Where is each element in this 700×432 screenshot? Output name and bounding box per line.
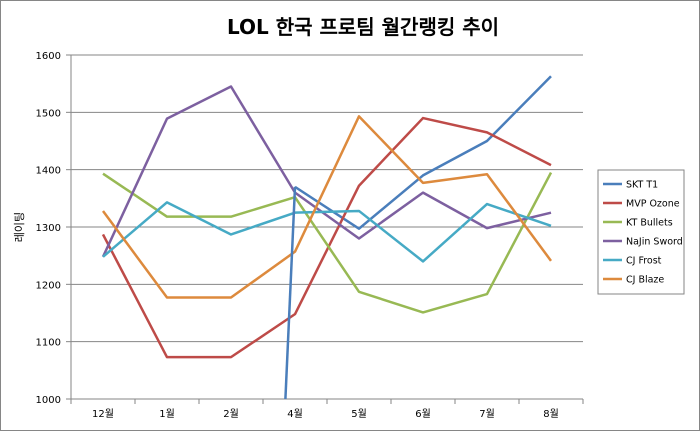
series-lines (101, 75, 553, 400)
x-tick-label: 6월 (415, 408, 431, 420)
chart-title: LOL 한국 프로팀 월간랭킹 추이 (227, 15, 499, 39)
legend-label: CJ Frost (626, 256, 662, 267)
series-line-cj-blaze (101, 115, 553, 299)
y-tick-label: 1000 (36, 395, 61, 406)
x-tick-labels: 12월 1월 2월 4월 5월 6월 7월 8월 (92, 408, 559, 420)
legend-label: SKT T1 (626, 180, 658, 191)
legend: SKT T1 MVP Ozone KT Bullets NaJin Sword CJ F… (597, 169, 685, 295)
y-tick-label: 1200 (36, 280, 61, 291)
y-tick-label: 1100 (36, 338, 61, 349)
y-tick-label: 1500 (36, 108, 61, 119)
series-line-mvp-ozone (101, 116, 552, 359)
x-tick-label: 1월 (159, 408, 175, 420)
x-tick-label: 2월 (223, 408, 239, 420)
y-axis-label: 레이팅 (13, 212, 26, 242)
series-line-najin-sword (101, 85, 552, 258)
legend-label: MVP Ozone (626, 199, 680, 210)
x-tick-label: 4월 (287, 408, 303, 420)
x-tick-label: 12월 (92, 408, 114, 420)
series-line-cj-frost (102, 201, 552, 263)
y-tick-label: 1400 (36, 166, 61, 177)
x-tick-label: 8월 (543, 408, 559, 420)
series-line-skt-t1 (294, 75, 552, 230)
series-segment-skt-t1 (284, 186, 297, 400)
y-tick-labels: 1000 1100 1200 1300 1400 1500 1600 (36, 51, 61, 406)
legend-label: KT Bullets (626, 218, 673, 229)
legend-label: NaJin Sword (626, 237, 683, 248)
x-tick-label: 7월 (479, 408, 495, 420)
legend-box (597, 169, 685, 295)
gridlines (71, 54, 583, 400)
x-tick-label: 5월 (351, 408, 367, 420)
y-tick-label: 1300 (36, 223, 61, 234)
y-tick-label: 1600 (36, 51, 61, 62)
series-line-kt-bullets (102, 171, 553, 314)
legend-label: CJ Blaze (626, 275, 664, 286)
axes (66, 54, 584, 404)
